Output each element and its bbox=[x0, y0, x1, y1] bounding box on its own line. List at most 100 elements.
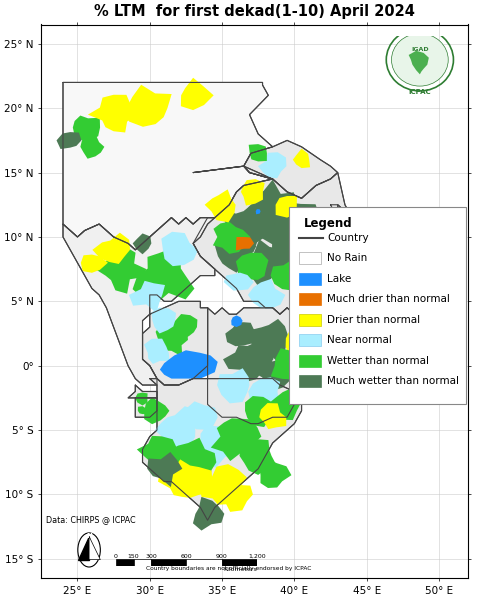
Polygon shape bbox=[180, 78, 213, 110]
Polygon shape bbox=[156, 324, 188, 356]
Polygon shape bbox=[235, 253, 268, 280]
Polygon shape bbox=[80, 136, 104, 159]
Text: Much wetter than normal: Much wetter than normal bbox=[326, 376, 458, 386]
Polygon shape bbox=[196, 425, 239, 468]
Polygon shape bbox=[180, 401, 217, 430]
Polygon shape bbox=[235, 237, 253, 250]
Polygon shape bbox=[270, 348, 307, 379]
Polygon shape bbox=[292, 149, 310, 168]
Polygon shape bbox=[126, 85, 171, 127]
Polygon shape bbox=[248, 377, 280, 402]
Polygon shape bbox=[214, 238, 256, 272]
Polygon shape bbox=[207, 308, 315, 424]
Polygon shape bbox=[147, 452, 182, 487]
FancyBboxPatch shape bbox=[299, 314, 320, 326]
Text: Lake: Lake bbox=[326, 274, 350, 284]
Polygon shape bbox=[138, 406, 148, 414]
Polygon shape bbox=[243, 140, 337, 199]
Polygon shape bbox=[155, 406, 196, 451]
Polygon shape bbox=[267, 387, 302, 420]
FancyBboxPatch shape bbox=[299, 293, 320, 305]
Polygon shape bbox=[63, 218, 215, 385]
FancyBboxPatch shape bbox=[299, 375, 320, 387]
Polygon shape bbox=[243, 179, 302, 238]
Text: Country boundaries are not officially endorsed by ICPAC: Country boundaries are not officially en… bbox=[145, 566, 311, 571]
Polygon shape bbox=[213, 221, 250, 254]
Polygon shape bbox=[223, 343, 275, 382]
Polygon shape bbox=[255, 209, 260, 214]
Polygon shape bbox=[368, 306, 415, 349]
Polygon shape bbox=[385, 216, 433, 256]
Polygon shape bbox=[95, 247, 146, 293]
Polygon shape bbox=[330, 236, 367, 266]
Polygon shape bbox=[248, 279, 285, 309]
Text: Legend: Legend bbox=[303, 217, 351, 230]
Polygon shape bbox=[285, 323, 324, 368]
Polygon shape bbox=[248, 144, 266, 161]
Polygon shape bbox=[135, 398, 156, 417]
Text: Near normal: Near normal bbox=[326, 335, 391, 345]
Polygon shape bbox=[142, 379, 301, 520]
Polygon shape bbox=[414, 236, 451, 263]
Polygon shape bbox=[159, 350, 217, 379]
Title: % LTM  for first dekad(1-10) April 2024: % LTM for first dekad(1-10) April 2024 bbox=[94, 4, 414, 19]
Polygon shape bbox=[299, 267, 331, 299]
Polygon shape bbox=[161, 232, 198, 266]
Polygon shape bbox=[81, 254, 108, 273]
Polygon shape bbox=[57, 132, 81, 149]
Polygon shape bbox=[144, 397, 169, 424]
Polygon shape bbox=[168, 314, 197, 341]
Polygon shape bbox=[359, 236, 414, 278]
Polygon shape bbox=[63, 82, 272, 250]
Polygon shape bbox=[128, 385, 156, 398]
Polygon shape bbox=[199, 464, 246, 505]
Polygon shape bbox=[192, 497, 224, 530]
Polygon shape bbox=[348, 211, 399, 247]
Polygon shape bbox=[237, 239, 284, 287]
Polygon shape bbox=[167, 437, 216, 481]
Polygon shape bbox=[88, 95, 139, 133]
Polygon shape bbox=[240, 179, 264, 206]
Polygon shape bbox=[132, 248, 194, 303]
Polygon shape bbox=[135, 392, 147, 406]
Polygon shape bbox=[270, 259, 303, 290]
Polygon shape bbox=[330, 205, 351, 218]
Polygon shape bbox=[217, 201, 276, 257]
Polygon shape bbox=[306, 308, 355, 349]
Polygon shape bbox=[318, 329, 368, 365]
Polygon shape bbox=[142, 301, 207, 385]
Polygon shape bbox=[387, 286, 416, 312]
Text: Wetter than normal: Wetter than normal bbox=[326, 356, 428, 365]
Polygon shape bbox=[305, 221, 348, 265]
Polygon shape bbox=[204, 190, 235, 223]
Polygon shape bbox=[223, 272, 253, 290]
Polygon shape bbox=[259, 403, 286, 429]
Text: Country: Country bbox=[326, 233, 368, 242]
FancyBboxPatch shape bbox=[299, 272, 320, 285]
Polygon shape bbox=[231, 316, 242, 327]
Polygon shape bbox=[193, 166, 402, 314]
Text: No Rain: No Rain bbox=[326, 253, 367, 263]
FancyBboxPatch shape bbox=[288, 207, 465, 404]
Polygon shape bbox=[129, 281, 165, 313]
Polygon shape bbox=[354, 277, 393, 320]
Polygon shape bbox=[244, 396, 276, 427]
Polygon shape bbox=[225, 322, 257, 346]
Polygon shape bbox=[92, 233, 130, 264]
Polygon shape bbox=[210, 418, 261, 461]
Polygon shape bbox=[279, 240, 322, 285]
Polygon shape bbox=[275, 196, 296, 218]
Polygon shape bbox=[137, 436, 177, 463]
Polygon shape bbox=[252, 359, 289, 391]
Text: Much drier than normal: Much drier than normal bbox=[326, 294, 449, 304]
Polygon shape bbox=[249, 319, 289, 363]
Polygon shape bbox=[301, 218, 460, 372]
Polygon shape bbox=[72, 116, 100, 140]
Polygon shape bbox=[239, 439, 276, 475]
FancyBboxPatch shape bbox=[299, 355, 320, 367]
Polygon shape bbox=[132, 233, 151, 254]
FancyBboxPatch shape bbox=[299, 334, 320, 346]
Polygon shape bbox=[157, 460, 212, 498]
Polygon shape bbox=[327, 290, 380, 326]
Polygon shape bbox=[216, 484, 252, 512]
